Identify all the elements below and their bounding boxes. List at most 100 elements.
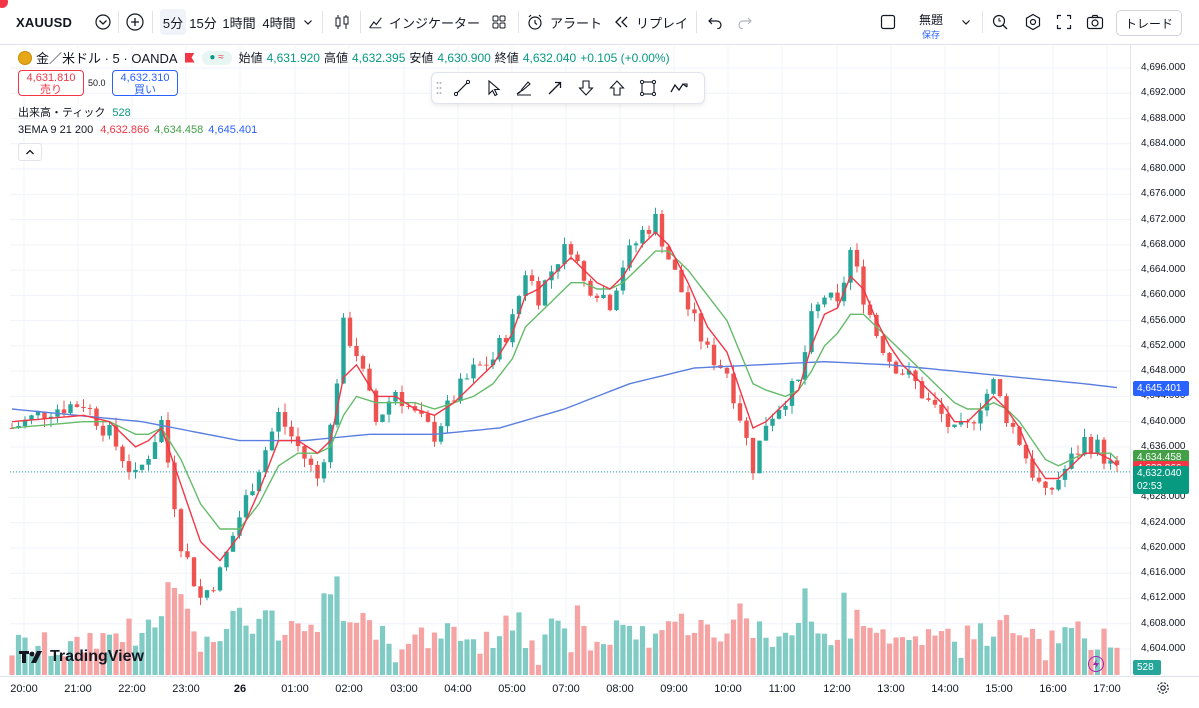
- rectangle-tool-icon[interactable]: [632, 73, 663, 103]
- volume-bar: [672, 621, 678, 675]
- ema-legend[interactable]: 3EMA 9 21 200 4,632.866 4,634.458 4,645.…: [18, 124, 257, 136]
- volume-bar: [334, 576, 340, 675]
- arrow-tool-icon[interactable]: [539, 73, 570, 103]
- interval-5m[interactable]: 5分: [160, 9, 186, 35]
- tradingview-logo[interactable]: TradingView: [18, 648, 144, 666]
- candle-body: [328, 424, 333, 463]
- redo-icon[interactable]: [734, 9, 756, 35]
- settings-hexagon-icon[interactable]: [1021, 9, 1045, 35]
- volume-bar: [308, 624, 314, 675]
- volume-bar: [958, 657, 964, 675]
- templates-grid-icon[interactable]: [488, 9, 510, 35]
- price-axis[interactable]: [1130, 45, 1199, 675]
- flag-icon[interactable]: [184, 52, 195, 63]
- replay-button[interactable]: リプレイ: [612, 9, 690, 35]
- axis-settings-gear-icon[interactable]: [1155, 680, 1171, 696]
- drag-handle-icon[interactable]: [432, 73, 446, 103]
- volume-bar: [600, 644, 607, 675]
- volume-bar: [457, 640, 464, 675]
- candle-body: [9, 427, 15, 429]
- layout-dropdown-chevron-icon[interactable]: [958, 9, 974, 35]
- candle-body: [542, 280, 548, 306]
- candle-body: [81, 406, 86, 408]
- volume-bar: [490, 647, 496, 675]
- volume-bar: [756, 621, 763, 675]
- cursor-arrow-icon[interactable]: [477, 73, 508, 103]
- indicators-button[interactable]: インジケーター: [368, 9, 480, 35]
- symbol-title[interactable]: 金／米ドル · 5 · OANDA: [36, 51, 178, 66]
- layout-name: 無題: [918, 13, 943, 27]
- market-status-icon[interactable]: ● ≈: [201, 50, 232, 65]
- interval-dropdown-chevron-icon[interactable]: [300, 9, 316, 35]
- volume-bar: [314, 631, 321, 675]
- candle-body: [919, 381, 925, 399]
- candle-body: [783, 405, 788, 410]
- volume-bar: [594, 641, 600, 675]
- undo-icon[interactable]: [704, 9, 726, 35]
- layout-select-icon[interactable]: [877, 9, 899, 35]
- arrow-down-marker-icon[interactable]: [570, 73, 601, 103]
- compare-symbol-icon[interactable]: [92, 9, 114, 35]
- candle-body: [471, 364, 476, 379]
- interval-1h[interactable]: 1時間: [222, 15, 256, 31]
- interval-15m[interactable]: 15分: [189, 15, 217, 31]
- volume-bar: [1029, 628, 1036, 675]
- trade-button[interactable]: トレード: [1116, 10, 1182, 36]
- volume-bar: [496, 636, 503, 675]
- volume-bar: [938, 631, 945, 675]
- time-axis[interactable]: [0, 676, 1199, 708]
- alert-button[interactable]: アラート: [526, 9, 602, 35]
- volume-bar: [743, 618, 750, 675]
- candle-body: [425, 413, 431, 422]
- volume-bar: [854, 609, 860, 675]
- candle-body: [1030, 458, 1035, 478]
- volume-bar: [574, 605, 581, 675]
- lightning-icon[interactable]: [1088, 656, 1104, 672]
- volume-bar: [360, 612, 366, 675]
- sell-button[interactable]: 4,631.810 売り: [18, 70, 84, 96]
- volume-bar: [412, 634, 418, 675]
- candle-body: [763, 425, 769, 441]
- time-tick: 13:00: [877, 683, 905, 695]
- layout-name-block[interactable]: 無題 保存: [918, 11, 944, 41]
- snapshot-camera-icon[interactable]: [1083, 9, 1107, 35]
- candle-body: [601, 294, 606, 298]
- replay-label: リプレイ: [635, 15, 688, 31]
- candle-body: [373, 390, 379, 422]
- candle-body: [906, 370, 912, 375]
- time-tick: 23:00: [172, 683, 200, 695]
- candle-body: [646, 229, 652, 234]
- candle-body: [159, 419, 164, 443]
- candle-body: [809, 311, 814, 353]
- path-tool-icon[interactable]: [663, 73, 694, 103]
- price-chart[interactable]: [0, 45, 1199, 707]
- volume-bar: [711, 637, 717, 675]
- fullscreen-icon[interactable]: [1052, 9, 1076, 35]
- trend-line-icon[interactable]: [446, 73, 477, 103]
- buy-button[interactable]: 4,632.310 買い: [112, 70, 178, 96]
- volume-bar: [555, 620, 561, 675]
- candle-body: [1108, 460, 1113, 464]
- candle-body: [828, 292, 834, 298]
- add-symbol-icon[interactable]: [124, 9, 146, 35]
- quick-search-icon[interactable]: [988, 9, 1012, 35]
- candle-body: [308, 458, 314, 465]
- candle-style-icon[interactable]: [330, 9, 354, 35]
- candle-body: [61, 409, 67, 414]
- candle-body: [347, 317, 353, 346]
- symbol-name[interactable]: XAUUSD: [16, 15, 73, 30]
- symbol-search[interactable]: [6, 9, 116, 35]
- ema200-value: 4,645.401: [208, 124, 258, 136]
- layout-status: 保存: [921, 30, 940, 40]
- volume-bar: [106, 634, 113, 675]
- brush-icon[interactable]: [508, 73, 539, 103]
- volume-legend[interactable]: 出来高・ティック 528: [18, 104, 131, 120]
- candle-body: [1095, 439, 1100, 454]
- candle-body: [991, 379, 996, 394]
- candle-body: [1069, 453, 1074, 469]
- arrow-up-marker-icon[interactable]: [601, 73, 632, 103]
- collapse-legend-chevron-up-icon[interactable]: [18, 143, 42, 161]
- interval-4h[interactable]: 4時間: [262, 15, 296, 31]
- candle-body: [575, 254, 580, 262]
- volume-bar: [542, 634, 548, 675]
